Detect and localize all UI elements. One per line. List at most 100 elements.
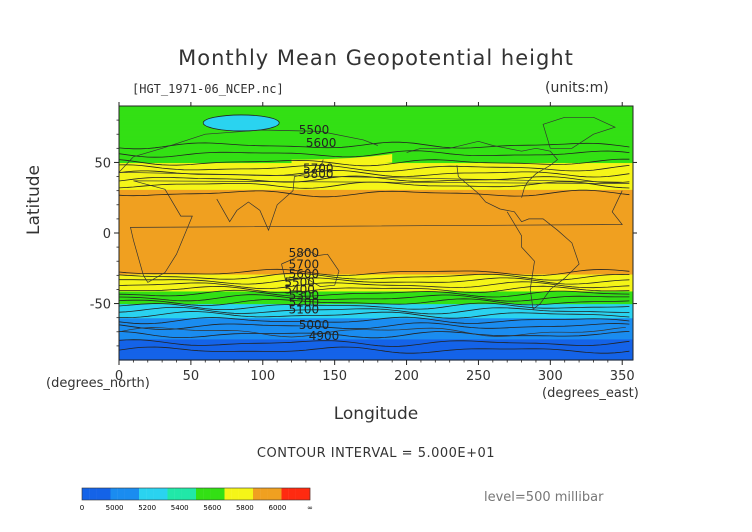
heatmap-cell xyxy=(119,111,633,114)
heatmap-cell xyxy=(119,330,633,333)
heatmap-cell xyxy=(119,204,633,207)
heatmap-cell xyxy=(119,128,633,131)
chart-title: Monthly Mean Geopotential height xyxy=(178,46,574,70)
heatmap-cell xyxy=(119,313,633,316)
x-tick-label: 50 xyxy=(183,369,200,384)
contour-label: 5500 xyxy=(299,123,330,137)
heatmap-cell xyxy=(119,302,633,305)
heatmap-cell xyxy=(119,282,633,285)
colorbar-swatch xyxy=(146,488,154,500)
x-tick-label: 150 xyxy=(322,369,347,384)
heatmap-cell xyxy=(119,172,633,175)
colorbar-swatch xyxy=(103,488,111,500)
heatmap-cell xyxy=(119,152,633,155)
colorbar-swatch xyxy=(281,488,289,500)
colorbar-label: 5200 xyxy=(138,504,156,512)
heatmap-cell xyxy=(119,317,633,320)
heatmap-cell xyxy=(119,122,633,125)
heatmap-cell xyxy=(119,276,633,279)
heatmap-cell xyxy=(119,149,633,152)
y-tick-label: -50 xyxy=(90,298,111,313)
heatmap-cell xyxy=(119,223,633,226)
heatmap-cell xyxy=(119,179,633,182)
contour-label: 5800 xyxy=(303,167,334,181)
heatmap-cell xyxy=(119,187,633,190)
heatmap-cell xyxy=(119,192,633,195)
heatmap-cell xyxy=(119,216,633,219)
colorbar-swatch xyxy=(110,488,118,500)
heatmap-cell xyxy=(119,357,633,360)
heatmap-cell xyxy=(119,340,633,343)
heatmap-cell xyxy=(119,234,633,237)
heatmap-cell xyxy=(119,259,633,262)
contour-line xyxy=(119,277,630,285)
heatmap-cell xyxy=(119,354,633,357)
colorbar-swatch xyxy=(274,488,282,500)
heatmap-cell xyxy=(119,266,633,269)
heatmap-cell xyxy=(119,146,633,149)
heatmap-cell xyxy=(119,114,633,117)
colorbar-swatch xyxy=(96,488,104,500)
colorbar-swatch xyxy=(89,488,97,500)
heatmap-cell xyxy=(119,336,633,339)
x-axis-label: Longitude xyxy=(333,404,419,424)
heatmap-cell xyxy=(119,124,633,127)
heatmap-cell xyxy=(119,235,633,238)
colorbar-swatch xyxy=(238,488,247,500)
heatmap-cell xyxy=(119,196,633,199)
contour-label: 5700 xyxy=(303,161,334,175)
heatmap-cell xyxy=(119,120,633,123)
x-units-left: (degrees_north) xyxy=(46,376,150,391)
heatmap-cell xyxy=(119,138,633,141)
colorbar-swatch xyxy=(267,488,275,500)
heatmap-cell xyxy=(119,240,633,243)
heatmap-cell xyxy=(119,186,633,189)
x-units-right: (degrees_east) xyxy=(542,386,639,401)
heatmap-cell xyxy=(119,237,633,240)
heatmap-cell xyxy=(119,118,633,121)
heatmap-cell xyxy=(119,139,633,142)
heatmap-cell xyxy=(119,148,633,151)
heatmap-cell xyxy=(119,106,633,109)
contour-line xyxy=(118,339,630,347)
heatmap-cell xyxy=(119,132,633,135)
contour-line xyxy=(118,281,630,290)
coastline xyxy=(118,129,623,183)
heatmap-cell xyxy=(119,151,633,154)
x-tick-label: 250 xyxy=(466,369,491,384)
contour-label: 5600 xyxy=(306,136,337,150)
heatmap-cell xyxy=(119,115,633,118)
colorbar-label: 6000 xyxy=(269,504,287,512)
heatmap-cell xyxy=(119,110,633,113)
x-tick-label: 300 xyxy=(538,369,563,384)
heatmap-cell xyxy=(119,289,633,292)
coastline xyxy=(130,180,630,283)
heatmap-cell xyxy=(119,241,633,244)
heatmap-cell xyxy=(119,242,633,245)
contour-line xyxy=(118,298,630,306)
contour-line xyxy=(118,322,630,330)
heatmap-cell xyxy=(119,199,633,202)
heatmap-cell xyxy=(119,334,633,337)
contour-label: 5100 xyxy=(289,302,320,316)
heatmap-cell xyxy=(119,230,633,233)
heatmap-cell xyxy=(119,295,633,298)
heatmap-cell xyxy=(119,261,633,264)
heatmap-cell xyxy=(119,275,633,278)
heatmap-cell xyxy=(119,165,633,168)
contour-label: 5300 xyxy=(289,288,320,302)
colorbar-label: 5000 xyxy=(106,504,124,512)
colorbar-swatch xyxy=(153,488,161,500)
heatmap-cell xyxy=(119,271,633,274)
heatmap-cell xyxy=(119,320,633,323)
heatmap-cell xyxy=(119,321,633,324)
colorbar-label: ∞ xyxy=(307,504,313,512)
colorbar-swatch xyxy=(181,488,190,500)
heatmap-cell xyxy=(119,352,633,355)
heatmap-cell xyxy=(119,251,633,254)
coastline xyxy=(456,165,580,310)
units-label: (units:m) xyxy=(545,80,609,96)
heatmap-cell xyxy=(119,175,633,178)
contour-line xyxy=(118,331,630,339)
heatmap-cell xyxy=(119,220,633,223)
